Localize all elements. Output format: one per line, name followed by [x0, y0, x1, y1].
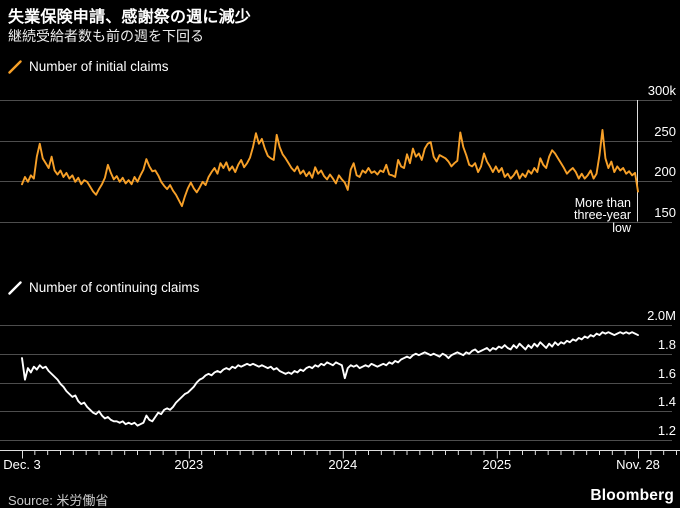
x-axis-label: Nov. 28: [616, 457, 660, 472]
initial-claims-swatch-icon: [8, 59, 22, 74]
y-axis-label: 150: [654, 205, 676, 220]
y-axis-label: 1.4: [657, 394, 676, 409]
x-axis-label: 2025: [482, 457, 512, 472]
annotation-more-than-three-year-low: More than three-year low: [574, 196, 631, 235]
x-axis-label: 2024: [328, 457, 358, 472]
y-axis-label: 1.6: [657, 366, 676, 381]
y-axis-label: 250: [654, 124, 676, 139]
source-label: Source: 米労働省: [8, 493, 109, 508]
x-axis-label: 2023: [174, 457, 204, 472]
legend-initial-claims-label: Number of initial claims: [29, 59, 169, 74]
y-axis-label: 200: [654, 164, 676, 179]
page-title: 失業保険申請、感謝祭の週に減少: [8, 9, 252, 26]
page-subtitle: 継続受給者数も前の週を下回る: [8, 28, 204, 44]
legend-continuing-claims: Number of continuing claims: [8, 280, 199, 295]
bloomberg-logo: Bloomberg: [590, 487, 674, 504]
legend-initial-claims: Number of initial claims: [8, 59, 169, 74]
y-axis-label: 300k: [647, 83, 676, 98]
y-axis-label: 2.0M: [647, 308, 676, 323]
continuing-claims-swatch-icon: [8, 280, 22, 295]
y-axis-label: 1.8: [657, 337, 676, 352]
x-axis-label: Dec. 3: [3, 457, 41, 472]
y-axis-label: 1.2: [657, 423, 676, 438]
legend-continuing-claims-label: Number of continuing claims: [29, 280, 200, 295]
